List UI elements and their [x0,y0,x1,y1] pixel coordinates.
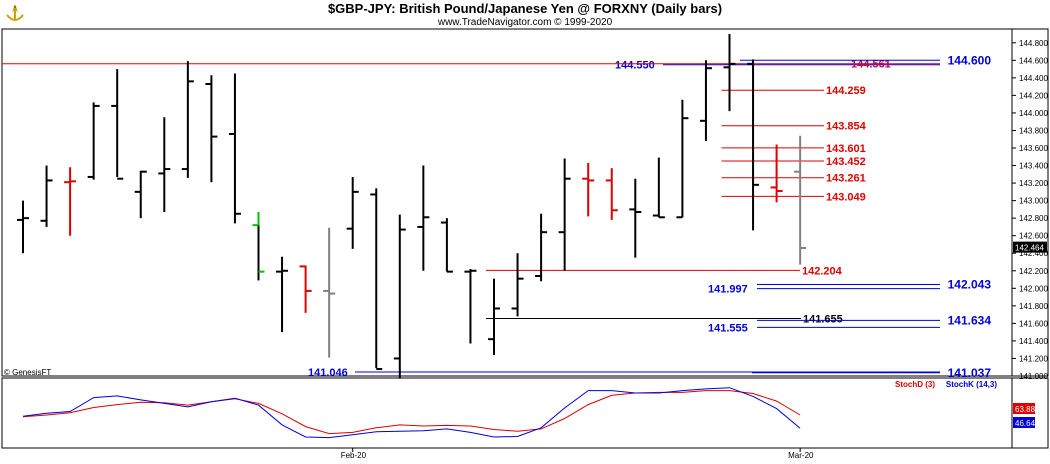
y-tick-label: 141.800 [1019,302,1048,311]
chart-frame [1,28,1049,452]
y-tick-label: 142.400 [1019,249,1048,258]
level-label: 141.555 [708,322,748,334]
y-tick-label: 141.400 [1019,337,1048,346]
level-label: 141.997 [708,284,748,296]
level-label: 141.634 [948,313,992,327]
last-price-label: 142.464 [1015,244,1044,253]
level-label: 141.655 [803,314,843,326]
stoch-d-value: 63.88 [1015,405,1036,414]
osc-panel-border [1,377,1049,449]
y-tick-label: 142.000 [1019,284,1048,293]
price-panel-border [1,28,1049,377]
y-tick-label: 143.200 [1019,179,1048,188]
y-tick-label: 144.200 [1019,91,1048,100]
y-tick-label: 141.000 [1019,372,1048,381]
trade-navigator-logo-icon [4,3,26,25]
level-label: 143.452 [826,156,866,168]
y-tick-label: 143.800 [1019,126,1048,135]
level-label: 142.204 [802,265,843,277]
stoch-d-legend: StochD (3) [895,380,935,389]
copyright-label: © GenesisFT [4,368,52,377]
y-tick-label: 142.800 [1019,214,1048,223]
stoch-line-d [22,390,801,435]
level-label: 144.561 [851,59,891,71]
stochastic-panel: StochD (3) StochK (14,3) 63.88 46.64 [22,380,1036,439]
stoch-d-value-box [1013,403,1035,414]
ohlc-bars [17,34,807,379]
level-label: 141.046 [308,367,348,379]
y-tick-label: 142.600 [1019,232,1048,241]
y-tick-label: 144.400 [1019,74,1048,83]
level-label: 143.854 [826,121,867,133]
stoch-k-value-box [1013,417,1035,428]
level-label: 143.261 [826,173,866,185]
y-tick-label: 141.600 [1019,319,1048,328]
chart-subtitle: www.TradeNavigator.com © 1999-2020 [437,17,613,28]
x-axis-label-mar: Mar-20 [788,451,814,460]
y-tick-label: 144.800 [1019,39,1048,48]
level-label: 141.037 [948,366,992,380]
y-tick-label: 144.000 [1019,109,1048,118]
stoch-line-k [22,387,801,439]
y-tick-label: 143.600 [1019,144,1048,153]
stoch-k-value: 46.64 [1015,419,1036,428]
level-label: 143.601 [826,143,866,155]
y-tick-label: 143.000 [1019,197,1048,206]
x-axis-label-feb: Feb-20 [340,451,367,460]
last-price-box [1013,241,1047,253]
level-label: 142.043 [948,278,992,292]
level-label: 144.600 [948,53,992,67]
price-axis: 141.000 141.200 141.400 141.600 141.800 142.0… [1012,39,1048,381]
level-label: 144.259 [826,85,866,97]
level-label: 143.049 [826,191,866,203]
y-tick-label: 141.200 [1019,354,1048,363]
y-tick-label: 143.400 [1019,162,1048,171]
level-label: 144.550 [615,60,655,72]
stoch-k-legend: StochK (14,3) [946,380,997,389]
level-lines: 144.550 144.561 144.600 144.259 143.854 143.6… [2,53,992,380]
y-tick-label: 142.200 [1019,267,1048,276]
y-tick-label: 144.600 [1019,56,1048,65]
chart-title: $GBP-JPY: British Pound/Japanese Yen @ F… [327,1,723,16]
